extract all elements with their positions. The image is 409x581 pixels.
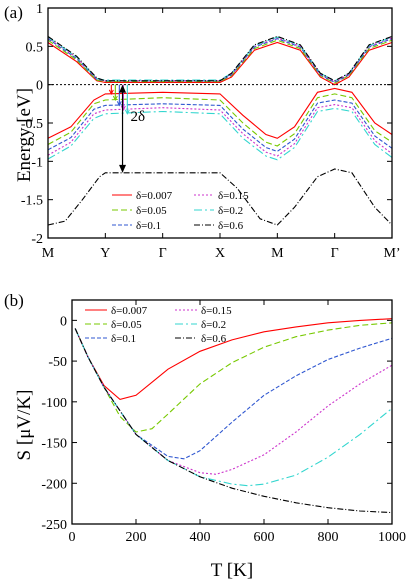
- panel-a-x-tick-label: M: [271, 246, 284, 261]
- panel-a-label: (a): [4, 3, 23, 22]
- gap-arrow-head-top: [119, 84, 127, 93]
- gap-marker-head-2: [116, 101, 122, 107]
- panel-b-seebeck: (b) S [μV/K] T [K] -250 -200 -150 -100 -50 0 0…: [4, 291, 406, 581]
- panel-b-y-tick-label: -50: [48, 355, 67, 370]
- band-upper-3: [47, 37, 393, 83]
- panel-a-x-tick-label: Γ: [159, 246, 167, 261]
- panel-b-legend-label-4: δ=0.2: [201, 319, 226, 331]
- band-upper-0: [47, 41, 393, 86]
- panel-b-label: (b): [4, 291, 24, 310]
- band-lower-5: [47, 168, 393, 226]
- panel-b-y-tick-label: -200: [41, 477, 67, 492]
- panel-a-y-axis-label: Energy [eV]: [14, 88, 35, 182]
- panel-b-legend: δ=0.007 δ=0.05 δ=0.1 δ=0.15 δ=0.2 δ=0.6: [85, 305, 232, 345]
- panel-a-x-tick-label: X: [215, 246, 225, 261]
- panel-b-y-tick-label: -150: [41, 437, 67, 452]
- panel-a-x-tick-label: M: [42, 246, 55, 261]
- panel-a-series-5: [47, 35, 393, 226]
- band-lower-0: [47, 87, 393, 139]
- band-lower-1: [47, 93, 393, 147]
- band-upper-5: [47, 35, 393, 82]
- panel-b-y-axis-label: S [μV/K]: [14, 390, 35, 461]
- panel-b-legend-label-3: δ=0.15: [201, 305, 232, 317]
- panel-a-series-1: [47, 39, 393, 147]
- panel-a-y-tick-label: 0.5: [26, 40, 44, 55]
- gap-arrow-head-bottom: [119, 164, 127, 173]
- panel-a-y-tick-label: 0: [36, 79, 43, 94]
- panel-a-y-tick-label: -1.5: [21, 194, 43, 209]
- panel-b-legend-label-2: δ=0.1: [111, 333, 136, 345]
- gap-marker-head-4: [124, 109, 130, 115]
- panel-a-series-2: [47, 38, 393, 153]
- panel-a-y-tick-label: -0.5: [21, 117, 43, 132]
- panel-a-legend-label-0: δ=0.007: [136, 190, 173, 202]
- panel-a-x-tick-label: Γ: [331, 246, 339, 261]
- panel-b-legend-label-1: δ=0.05: [111, 319, 142, 331]
- panel-a-y-tick-label: -2: [31, 232, 43, 247]
- panel-b-y-tick-label: 0: [60, 314, 67, 329]
- panel-a-y-tick-label: -1: [31, 155, 43, 170]
- panel-a-axes-frame: [47, 7, 393, 239]
- panel-a-legend: δ=0.007 δ=0.05 δ=0.1 δ=0.15 δ=0.2 δ=0.6: [112, 190, 249, 232]
- panel-b-legend-label-0: δ=0.007: [111, 305, 148, 317]
- band-lower-4: [47, 107, 393, 161]
- gap-marker-head-0: [108, 89, 114, 95]
- panel-a-series-4: [47, 36, 393, 161]
- panel-b-x-tick-label: 800: [318, 530, 339, 545]
- panel-b-series-1: [74, 322, 393, 433]
- panel-b-x-tick-label: 200: [126, 530, 147, 545]
- panel-b-series-0: [74, 318, 393, 401]
- panel-b-x-tick-label: 1000: [378, 530, 406, 545]
- panel-a-legend-label-2: δ=0.1: [136, 220, 161, 232]
- panel-b-ticks: -250 -200 -150 -100 -50 0 0 200 400 600 800 1000: [41, 300, 406, 545]
- panel-b-series-4: [74, 328, 393, 487]
- band-lower-2: [47, 99, 393, 153]
- panel-a-series-0: [47, 41, 393, 139]
- gap-marker-head-1: [112, 95, 118, 102]
- panel-b-y-tick-label: -250: [41, 518, 67, 533]
- panel-a-y-tick-label: 1: [36, 2, 43, 17]
- panel-a-gap-annotation: 2δ: [119, 84, 146, 173]
- panel-a-legend-label-1: δ=0.05: [136, 205, 167, 217]
- panel-a-legend-label-3: δ=0.15: [218, 190, 249, 202]
- panel-b-x-tick-label: 600: [254, 530, 275, 545]
- panel-b-series-group: [74, 318, 393, 514]
- band-upper-1: [47, 39, 393, 84]
- band-upper-4: [47, 36, 393, 82]
- panel-b-x-tick-label: 400: [190, 530, 211, 545]
- panel-a-legend-label-4: δ=0.2: [218, 205, 243, 217]
- panel-b-x-axis-label: T [K]: [211, 560, 253, 581]
- panel-a-x-tick-label: M’: [383, 246, 400, 261]
- panel-a-ticks: -2 -1.5 -1 -0.5 0 0.5 1 M Y Γ X M Γ M’: [21, 2, 401, 261]
- panel-b-series-3: [74, 328, 393, 475]
- panel-b-axes-frame: [71, 299, 393, 525]
- panel-b-series-5: [74, 328, 393, 514]
- panel-b-y-tick-label: -100: [41, 396, 67, 411]
- panel-a-legend-label-5: δ=0.6: [218, 220, 244, 232]
- gap-label-2delta: 2δ: [131, 109, 146, 125]
- panel-a-x-tick-label: Y: [100, 246, 110, 261]
- panel-a-series-group: [47, 35, 393, 226]
- panel-b-x-tick-label: 0: [69, 530, 76, 545]
- panel-b-series-2: [74, 328, 393, 460]
- panel-a-band-structure: (a) Energy [eV] 2δ -2 -1.5 -1 -0.5 0 0.5 1 M Y Γ X…: [4, 2, 401, 261]
- band-lower-3: [47, 104, 393, 157]
- band-upper-2: [47, 38, 393, 84]
- panel-b-legend-label-5: δ=0.6: [201, 333, 227, 345]
